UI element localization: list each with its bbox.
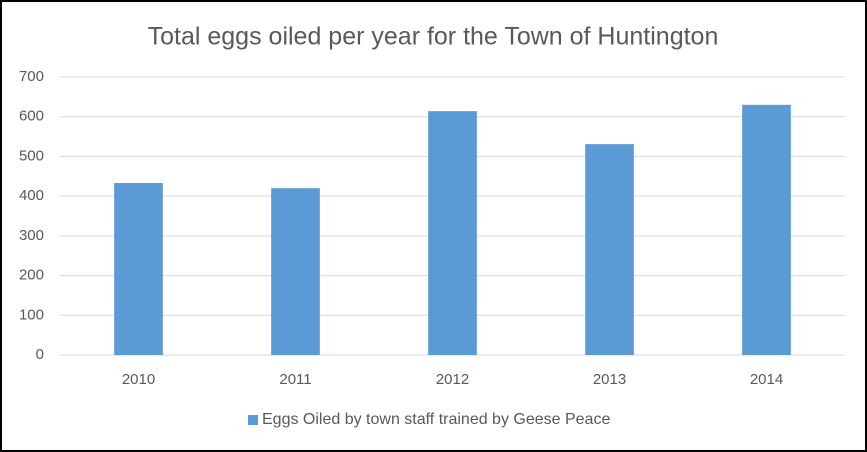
x-tick-label: 2011 (279, 371, 311, 388)
y-tick-label: 300 (19, 227, 44, 244)
x-tick-label: 2013 (593, 371, 626, 388)
x-tick-label: 2010 (122, 371, 155, 388)
bar (114, 183, 163, 355)
x-tick-label: 2014 (750, 371, 783, 388)
legend-label: Eggs Oiled by town staff trained by Gees… (262, 411, 610, 428)
bar (428, 111, 477, 355)
y-tick-label: 0 (36, 346, 44, 363)
y-tick-label: 500 (19, 147, 44, 164)
y-tick-label: 700 (19, 68, 44, 85)
bar (585, 144, 634, 355)
bar (271, 188, 320, 355)
legend-swatch (248, 415, 258, 425)
y-tick-label: 600 (19, 108, 44, 125)
x-tick-label: 2012 (436, 371, 469, 388)
y-tick-label: 200 (19, 267, 44, 284)
y-tick-label: 400 (19, 187, 44, 204)
bar (742, 104, 791, 355)
y-tick-label: 100 (19, 306, 44, 323)
chart-title: Total eggs oiled per year for the Town o… (148, 23, 719, 51)
